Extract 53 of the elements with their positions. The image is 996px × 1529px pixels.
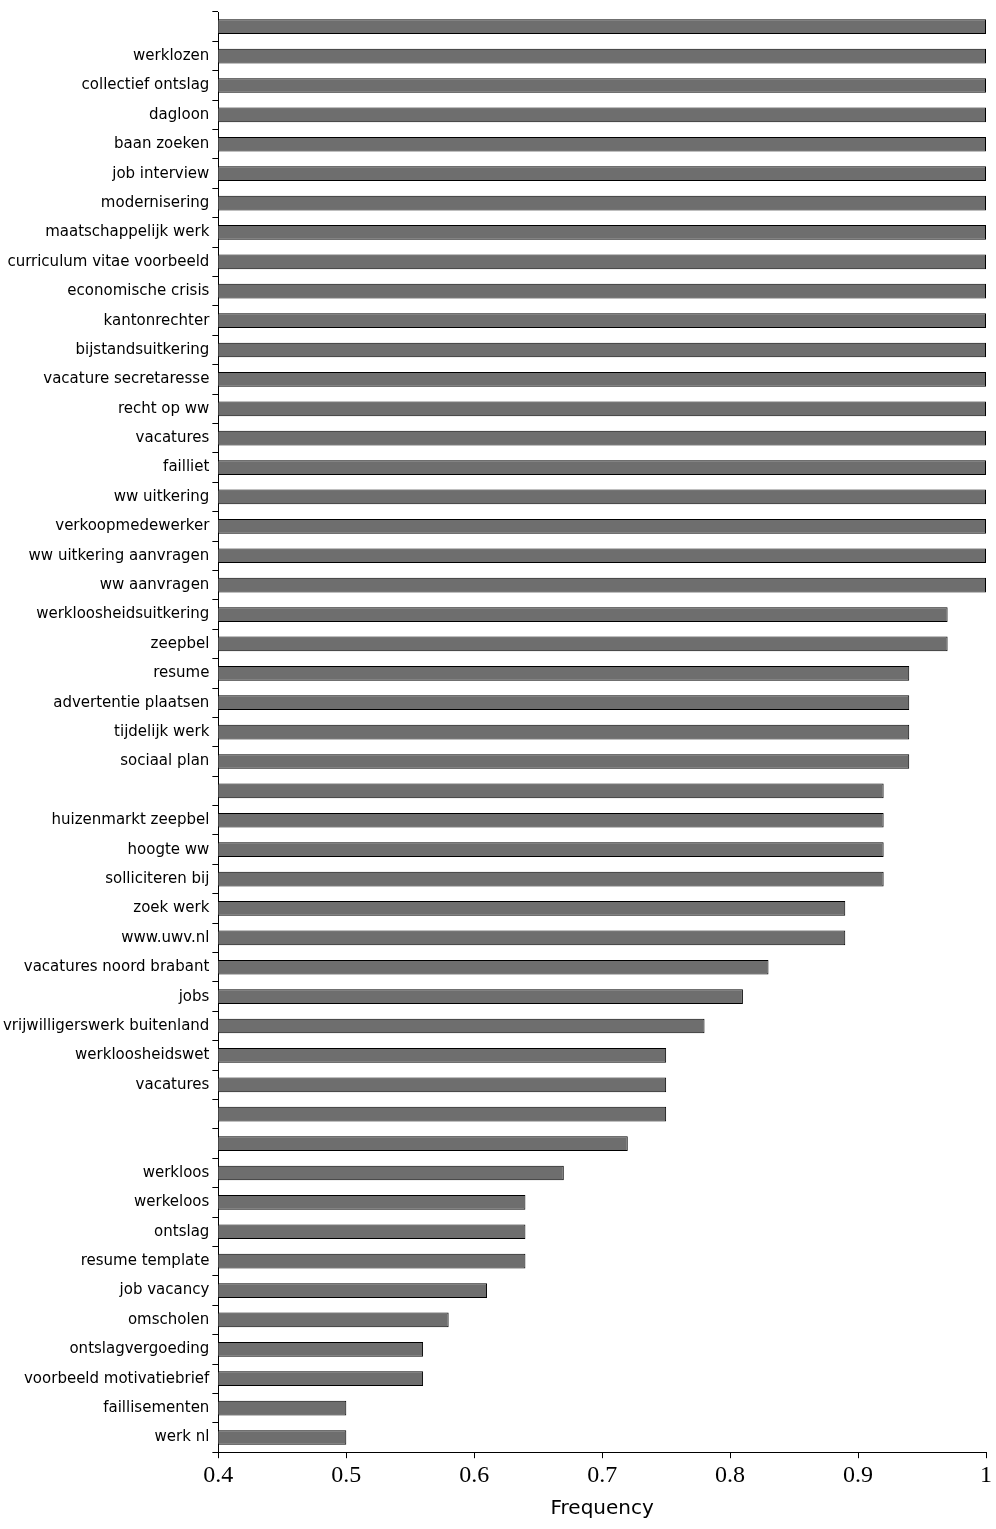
y-tick-label: vacatures noord brabant xyxy=(23,957,210,976)
y-tick-label: voorbeeld motivatiebrief xyxy=(23,1368,211,1387)
x-tick-label: 0.4 xyxy=(203,1460,234,1487)
y-tick-label: www.uwv.nl xyxy=(121,927,210,946)
y-tick-label: verkoopmedewerker xyxy=(55,516,211,535)
x-axis-title: Frequency xyxy=(550,1495,654,1520)
y-tick-label: economische crisis xyxy=(67,281,210,300)
y-tick-label: kantonrechter xyxy=(103,310,211,329)
y-tick-label: omscholen xyxy=(127,1309,210,1328)
y-tick-label: werkloosheidswet xyxy=(75,1045,210,1064)
y-tick-label: solliciteren bij xyxy=(105,868,210,887)
y-tick-label: modernisering xyxy=(100,192,210,211)
y-tick-label: werkloos xyxy=(142,1162,210,1181)
y-tick-label: werklozen xyxy=(133,45,210,64)
y-tick-label: huizenmarkt zeepbel xyxy=(51,810,210,829)
y-tick-label: recht op ww xyxy=(117,398,210,417)
y-tick-label: sociaal plan xyxy=(120,751,210,770)
y-tick-label: werkeloos xyxy=(133,1192,210,1211)
y-tick-label: vacatures xyxy=(135,428,210,447)
y-tick-label: werk nl xyxy=(154,1427,210,1446)
y-tick-label: ontslag xyxy=(154,1221,210,1240)
x-tick-label: 0.8 xyxy=(715,1460,746,1487)
y-tick-label: vacature secretaresse xyxy=(43,369,210,388)
y-tick-label: zeepbel xyxy=(150,633,210,652)
y-tick-label: vacatures xyxy=(135,1074,210,1093)
y-tick-label: zoek werk xyxy=(133,898,210,917)
y-tick-label: baan zoeken xyxy=(114,134,210,153)
y-tick-label: job vacancy xyxy=(118,1280,210,1299)
y-tick-label: bijstandsuitkering xyxy=(75,339,210,358)
y-tick-label: resume xyxy=(153,663,210,682)
y-tick-label: failliet xyxy=(163,457,210,476)
y-tick-label: ww uitkering aanvragen xyxy=(28,545,210,564)
y-tick-label: faillisementen xyxy=(103,1398,210,1416)
y-tick-label: job interview xyxy=(111,163,210,182)
y-tick-label: tijdelijk werk xyxy=(114,721,210,740)
y-tick-label: werkloosheidsuitkering xyxy=(36,604,210,623)
y-tick-label: ontslagvergoeding xyxy=(69,1339,210,1358)
x-tick-label: 0.5 xyxy=(331,1460,362,1487)
y-tick-label: maatschappelijk werk xyxy=(45,222,210,241)
y-tick-label: ww uitkering xyxy=(113,486,210,505)
y-tick-label: collectief ontslag xyxy=(81,75,210,94)
x-tick-label: 0.7 xyxy=(587,1460,618,1487)
y-tick-label: advertentie plaatsen xyxy=(53,692,210,711)
y-tick-label: dagloon xyxy=(149,104,210,123)
y-tick-label: curriculum vitae voorbeeld xyxy=(7,251,210,270)
y-tick-label: ww aanvragen xyxy=(99,575,210,594)
y-tick-label: resume template xyxy=(80,1251,210,1270)
y-tick-label: jobs xyxy=(177,986,210,1005)
x-tick-label: 1 xyxy=(980,1460,992,1487)
y-tick-label: vrijwilligerswerk buitenland xyxy=(2,1015,210,1034)
y-tick-label: hoogte ww xyxy=(127,839,210,858)
x-tick-label: 0.9 xyxy=(843,1460,874,1487)
x-tick-label: 0.6 xyxy=(459,1460,490,1487)
